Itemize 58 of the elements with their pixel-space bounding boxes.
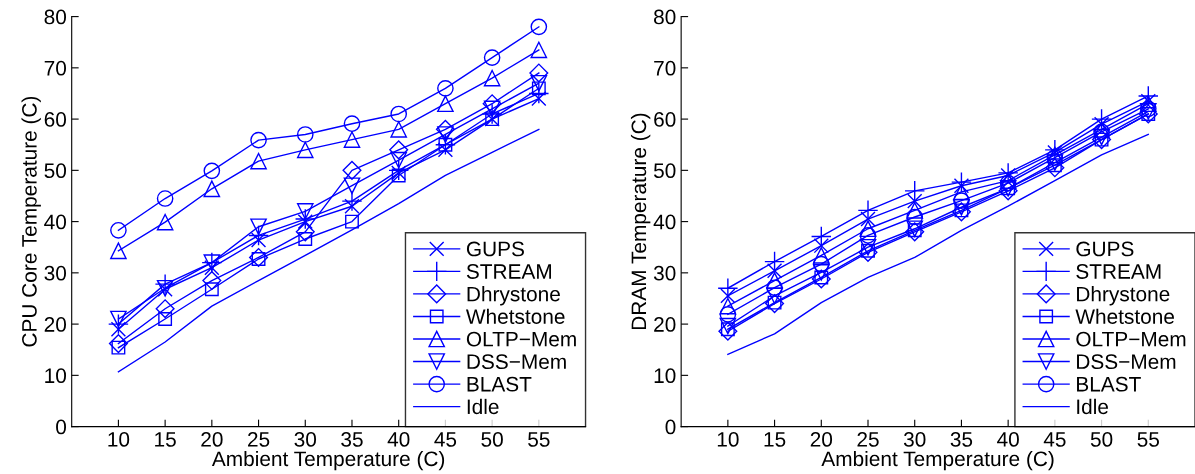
y-tick-label: 70 (44, 60, 67, 76)
y-tick-label: 10 (654, 368, 676, 384)
x-tick-label: 45 (434, 432, 457, 447)
x-tick-label: 25 (248, 432, 270, 447)
legend-label: GUPS (1076, 241, 1134, 257)
legend-label: Whetstone (465, 308, 565, 324)
y-tick-label: 60 (654, 112, 676, 127)
x-tick-label: 10 (717, 432, 739, 447)
legend-label: Whetstone (1075, 308, 1174, 324)
legend-label: OLTP−Mem (466, 331, 576, 347)
x-tick-label: 35 (950, 432, 973, 447)
x-tick-label: 55 (1137, 432, 1159, 447)
y-tick-label: 0 (56, 419, 67, 435)
legend-label: Idle (1077, 398, 1108, 415)
legend-label: DSS−Mem (1077, 354, 1176, 370)
legend-label: OLTP−Mem (1076, 331, 1186, 347)
legend-label: Dhrystone (1077, 286, 1170, 306)
x-tick-label: 15 (764, 432, 786, 447)
legend-label: BLAST (467, 376, 532, 392)
y-tick-label: 80 (654, 9, 676, 25)
x-tick-label: 15 (155, 432, 176, 447)
x-tick-label: 50 (481, 432, 503, 447)
legend-label: STREAM (1076, 264, 1161, 279)
y-tick-label: 30 (653, 265, 676, 281)
y-tick-label: 60 (44, 112, 67, 127)
legend-label: GUPS (466, 241, 524, 257)
legend-label: Idle (467, 398, 499, 415)
y-tick-label: 70 (654, 60, 676, 76)
y-tick-label: 20 (44, 317, 67, 332)
y-axis-title: CPU Core Temperature (C) (21, 96, 41, 347)
x-tick-label: 40 (997, 432, 1019, 447)
x-tick-label: 20 (810, 432, 833, 447)
y-axis-title: DRAM Temperature (C) (630, 113, 651, 330)
legend-label: DSS−Mem (467, 354, 566, 370)
x-tick-label: 40 (387, 432, 410, 447)
x-tick-label: 30 (294, 432, 317, 447)
y-tick-label: 80 (44, 9, 67, 25)
legend-label: BLAST (1077, 376, 1141, 392)
legend-label: STREAM (466, 264, 551, 279)
y-tick-label: 30 (44, 265, 67, 281)
x-tick-label: 35 (341, 432, 363, 447)
legend-label: Dhrystone (467, 286, 560, 306)
y-tick-label: 0 (665, 419, 676, 435)
y-tick-label: 40 (44, 214, 67, 230)
x-tick-label: 25 (857, 432, 879, 447)
x-tick-label: 20 (201, 432, 223, 447)
x-tick-label: 55 (528, 432, 550, 447)
x-tick-label: 50 (1090, 432, 1113, 447)
x-axis-title: Ambient Temperature (C) (821, 450, 1054, 471)
x-tick-label: 10 (108, 432, 130, 447)
y-tick-label: 50 (653, 163, 676, 179)
x-tick-label: 45 (1043, 432, 1066, 447)
y-tick-label: 10 (45, 368, 67, 384)
x-tick-label: 30 (903, 432, 926, 447)
y-tick-label: 50 (44, 163, 67, 179)
x-axis-title: Ambient Temperature (C) (211, 450, 445, 471)
y-tick-label: 40 (653, 214, 676, 230)
y-tick-label: 20 (654, 317, 676, 332)
